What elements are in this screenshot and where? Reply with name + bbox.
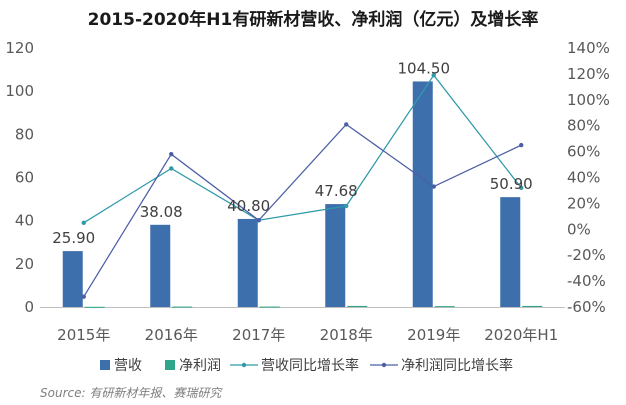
y-right-tick-label: 0% (567, 220, 591, 238)
profit-bar (522, 305, 543, 307)
legend-marker-profit-growth (381, 362, 387, 368)
y-right-tick-label: 120% (567, 65, 610, 83)
revenue-bar (150, 224, 171, 307)
y-axis-right: -60% -40% -20% 0% 20% 40% 60% 80% 100% 120% 140% (567, 39, 610, 316)
lines (81, 72, 524, 299)
y-left-tick-label: 80 (15, 125, 34, 143)
revenue-data-label: 40.80 (227, 197, 270, 215)
y-right-tick-label: 60% (567, 143, 600, 161)
profit-growth-point (81, 294, 86, 299)
source-note: Source: 有研新材年报、赛瑞研究 (40, 386, 223, 400)
profit-bar (259, 306, 280, 308)
y-right-tick-label: 20% (567, 194, 600, 212)
revenue-bar (500, 197, 521, 307)
profit-bar (172, 306, 193, 308)
profit-growth-point (431, 184, 436, 189)
profit-bar (347, 305, 368, 307)
y-left-tick-label: 40 (15, 212, 34, 230)
y-right-tick-label: 100% (567, 91, 610, 109)
legend-label-profit-growth: 净利润同比增长率 (401, 357, 513, 374)
y-left-tick-label: 120 (5, 39, 34, 57)
x-axis: 2015年 2016年 2017年 2018年 2019年 2020年H1 (57, 326, 558, 344)
revenue-data-label: 50.90 (490, 175, 533, 193)
revenue-bar (412, 81, 433, 308)
x-tick-label: 2019年 (407, 326, 460, 344)
revenue-data-label: 38.08 (140, 203, 183, 221)
x-tick-label: 2018年 (320, 326, 373, 344)
data-labels: 25.90 38.08 40.80 47.68 104.50 50.90 (52, 59, 532, 247)
y-right-tick-label: 140% (567, 39, 610, 57)
profit-growth-point (256, 218, 261, 223)
y-right-tick-label: 80% (567, 117, 600, 135)
legend-label-revenue: 营收 (114, 358, 142, 374)
legend-swatch-revenue (100, 360, 110, 370)
x-tick-label: 2015年 (57, 326, 110, 344)
y-left-tick-label: 60 (15, 169, 34, 187)
revenue-growth-point (81, 220, 86, 226)
bars (62, 81, 543, 308)
profit-bar (84, 306, 105, 308)
revenue-bar (237, 218, 258, 307)
y-right-tick-label: -20% (567, 246, 606, 264)
revenue-growth-line (83, 74, 522, 224)
legend-marker-revenue-growth (241, 362, 247, 368)
legend-swatch-profit (165, 360, 175, 370)
y-axis-left: 0 20 40 60 80 100 120 (5, 39, 34, 316)
y-left-tick-label: 20 (15, 255, 34, 273)
revenue-growth-point (169, 166, 174, 171)
y-left-tick-label: 0 (24, 298, 34, 316)
profit-growth-point (519, 142, 524, 148)
legend-label-revenue-growth: 营收同比增长率 (261, 357, 359, 374)
revenue-growth-point (344, 203, 349, 209)
chart-title: 2015-2020年H1有研新材营收、净利润（亿元）及增长率 (88, 9, 539, 30)
revenue-growth-point (431, 72, 436, 78)
revenue-bar (325, 204, 346, 307)
y-right-tick-label: 40% (567, 169, 600, 187)
profit-growth-point (344, 122, 349, 127)
x-tick-label: 2020年H1 (484, 326, 558, 344)
legend: 营收 净利润 营收同比增长率 净利润同比增长率 (100, 357, 513, 374)
revenue-growth-point (519, 185, 524, 191)
revenue-data-label: 47.68 (315, 182, 358, 200)
legend-label-profit: 净利润 (179, 358, 221, 374)
revenue-data-label: 25.90 (52, 229, 95, 247)
revenue-data-label: 104.50 (398, 59, 451, 77)
profit-growth-point (169, 151, 174, 157)
profit-growth-line (83, 123, 522, 297)
profit-bar (434, 306, 455, 308)
x-tick-label: 2016年 (145, 326, 198, 344)
x-tick-label: 2017年 (232, 326, 285, 344)
y-right-tick-label: -40% (567, 272, 606, 290)
y-left-tick-label: 100 (5, 82, 34, 100)
revenue-bar (62, 251, 83, 307)
y-right-tick-label: -60% (567, 298, 606, 316)
